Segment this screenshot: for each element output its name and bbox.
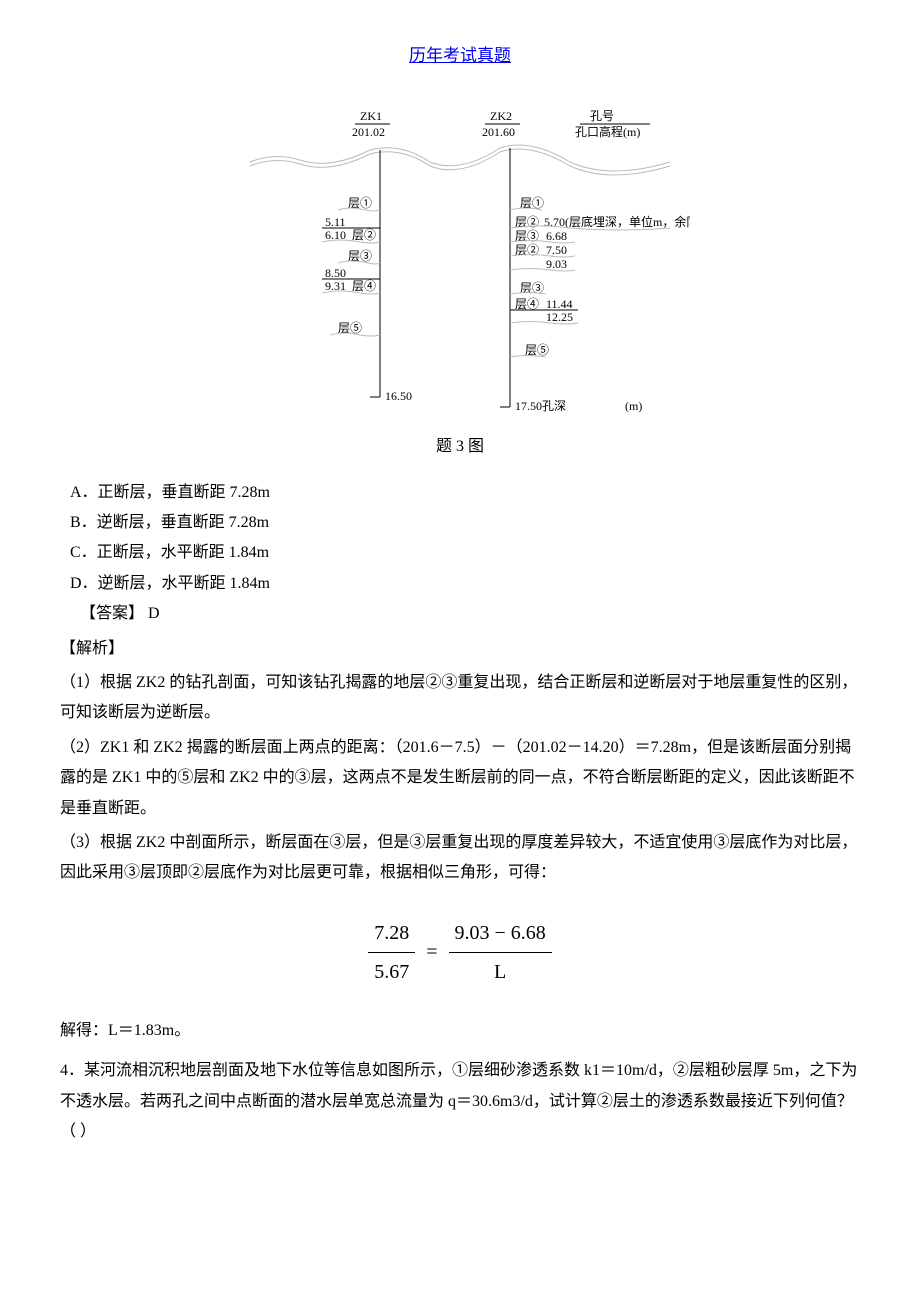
option-b: B．逆断层，垂直断距 7.28m: [70, 508, 860, 538]
zk1-label: ZK1: [360, 109, 382, 123]
eq-equals: =: [420, 941, 443, 963]
depth-unit: (m): [625, 399, 642, 413]
zk2-label: ZK2: [490, 109, 512, 123]
zk2-elev: 201.60: [482, 125, 515, 139]
zk2-d3: 9.03: [546, 257, 567, 271]
zk1-d1: 5.11: [325, 215, 346, 229]
eq-right-num: 9.03 − 6.68: [449, 914, 552, 953]
zk2-d4: 11.44: [546, 297, 573, 311]
answer-label: 【答案】 D: [80, 599, 860, 629]
zk2-d2: 7.50: [546, 243, 567, 257]
explain-title: 【解析】: [60, 634, 860, 664]
zk2-d1: 6.68: [546, 229, 567, 243]
explain-p2: （2）ZK1 和 ZK2 揭露的断层面上两点的距离：（201.6－7.5）－（2…: [60, 733, 860, 824]
zk2-l4: 层④: [515, 297, 539, 311]
zk1-l2: 层②: [352, 228, 376, 242]
figure-caption: 题 3 图: [60, 432, 860, 462]
zk2-note: 5.70(层底埋深，单位m，余同): [544, 214, 690, 229]
option-a: A．正断层，垂直断距 7.28m: [70, 478, 860, 508]
explain-p1: （1）根据 ZK2 的钻孔剖面，可知该钻孔揭露的地层②③重复出现，结合正断层和逆…: [60, 668, 860, 729]
topright-1: 孔号: [590, 109, 614, 123]
zk1-d3: 8.50: [325, 266, 346, 280]
eq-right-den: L: [449, 953, 552, 991]
figure-3-container: ZK1 201.02 ZK2 201.60 孔号 孔口高程(m) 层① 5.11…: [60, 102, 860, 422]
question-4: 4．某河流相沉积地层剖面及地下水位等信息如图所示，①层细砂渗透系数 k1＝10m…: [60, 1056, 860, 1147]
zk1-elev: 201.02: [352, 125, 385, 139]
equation: 7.28 5.67 = 9.03 − 6.68 L: [60, 914, 860, 991]
explain-p4: 解得：L＝1.83m。: [60, 1016, 860, 1046]
explain-p3: （3）根据 ZK2 中剖面所示，断层面在③层，但是③层重复出现的厚度差异较大，不…: [60, 828, 860, 889]
option-d: D．逆断层，水平断距 1.84m: [70, 569, 860, 599]
zk2-l5: 层⑤: [525, 343, 549, 357]
zk1-l4: 层④: [352, 279, 376, 293]
zk1-bottom: 16.50: [385, 389, 412, 403]
page-header-link[interactable]: 历年考试真题: [60, 40, 860, 72]
zk2-bottom: 17.50孔深: [515, 399, 566, 413]
figure-3-svg: ZK1 201.02 ZK2 201.60 孔号 孔口高程(m) 层① 5.11…: [230, 102, 690, 422]
topright-2: 孔口高程(m): [575, 124, 640, 139]
zk2-d5: 12.25: [546, 310, 573, 324]
eq-left-den: 5.67: [368, 953, 415, 991]
eq-left-num: 7.28: [368, 914, 415, 953]
option-c: C．正断层，水平断距 1.84m: [70, 538, 860, 568]
